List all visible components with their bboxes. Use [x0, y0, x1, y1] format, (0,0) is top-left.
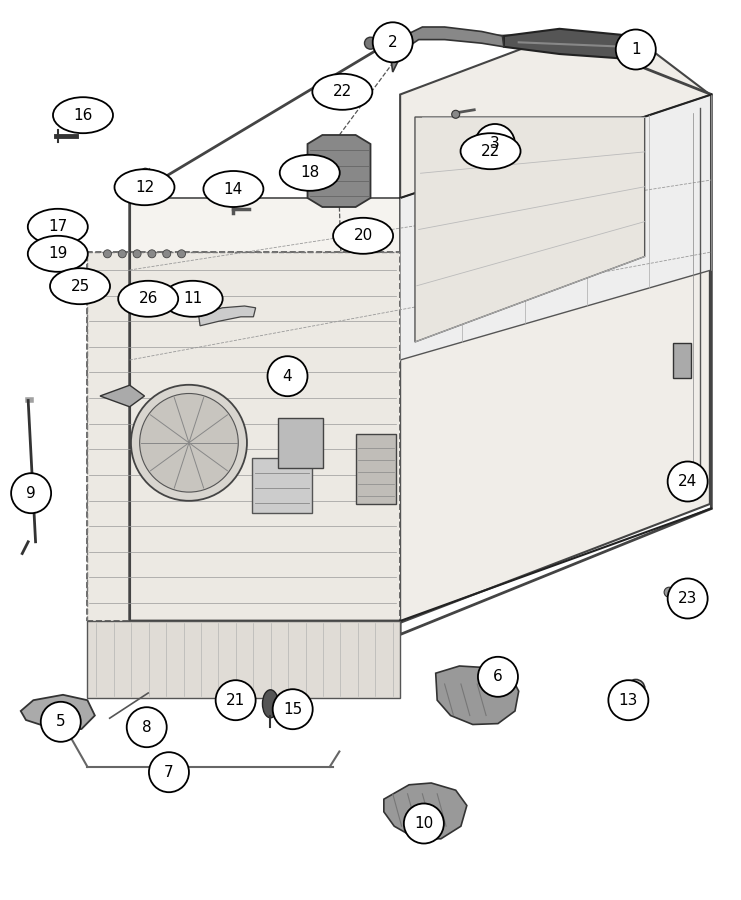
Bar [278, 418, 323, 468]
Circle shape [475, 124, 515, 164]
Text: 10: 10 [414, 816, 433, 831]
Circle shape [376, 47, 387, 58]
Circle shape [148, 250, 156, 257]
Circle shape [163, 250, 170, 257]
Text: 24: 24 [678, 474, 697, 489]
Text: 4: 4 [283, 369, 292, 383]
Polygon shape [87, 621, 400, 698]
Polygon shape [384, 783, 467, 839]
Circle shape [478, 657, 518, 697]
Circle shape [452, 111, 459, 118]
Circle shape [373, 22, 413, 62]
Ellipse shape [61, 271, 75, 291]
Text: 8: 8 [142, 720, 151, 734]
Ellipse shape [225, 683, 238, 706]
Ellipse shape [280, 155, 339, 191]
Ellipse shape [163, 281, 222, 317]
Polygon shape [415, 117, 645, 342]
Circle shape [41, 702, 81, 742]
Text: 5: 5 [56, 715, 65, 729]
Bar [356, 434, 396, 504]
Circle shape [51, 703, 70, 723]
Ellipse shape [28, 236, 87, 272]
Circle shape [668, 462, 708, 501]
Polygon shape [504, 29, 643, 58]
Ellipse shape [333, 218, 393, 254]
Ellipse shape [85, 271, 99, 291]
Text: 15: 15 [283, 702, 302, 716]
Polygon shape [21, 695, 95, 731]
Text: 26: 26 [139, 292, 158, 306]
Polygon shape [308, 135, 370, 207]
Text: 9: 9 [26, 486, 36, 500]
Polygon shape [436, 666, 519, 724]
Ellipse shape [461, 133, 520, 169]
Circle shape [608, 680, 648, 720]
Ellipse shape [115, 169, 174, 205]
Bar [252, 458, 312, 513]
Circle shape [178, 250, 185, 257]
Polygon shape [400, 36, 710, 623]
Polygon shape [100, 385, 144, 407]
Circle shape [365, 37, 376, 50]
Circle shape [104, 250, 111, 257]
Text: 20: 20 [353, 229, 373, 243]
Circle shape [632, 685, 639, 692]
Circle shape [404, 804, 444, 843]
Circle shape [11, 473, 51, 513]
Text: 23: 23 [678, 591, 697, 606]
Circle shape [68, 220, 79, 230]
Ellipse shape [119, 281, 178, 317]
Ellipse shape [50, 268, 110, 304]
Text: 22: 22 [333, 85, 352, 99]
Circle shape [149, 752, 189, 792]
Polygon shape [130, 198, 400, 621]
Text: 18: 18 [300, 166, 319, 180]
Text: 17: 17 [48, 220, 67, 234]
Circle shape [668, 579, 708, 618]
Bar [314, 173, 326, 187]
Circle shape [627, 680, 645, 698]
Circle shape [227, 187, 238, 197]
Ellipse shape [262, 689, 279, 718]
Circle shape [268, 356, 308, 396]
Polygon shape [391, 27, 504, 72]
Text: 22: 22 [481, 144, 500, 158]
Bar [673, 343, 691, 378]
Text: 21: 21 [226, 693, 245, 707]
Ellipse shape [204, 171, 263, 207]
Ellipse shape [313, 74, 372, 110]
Circle shape [119, 250, 126, 257]
Circle shape [143, 292, 149, 298]
Text: 11: 11 [183, 292, 202, 306]
Circle shape [127, 707, 167, 747]
Polygon shape [400, 94, 711, 360]
Ellipse shape [28, 209, 87, 245]
Text: 2: 2 [388, 35, 397, 50]
Circle shape [131, 385, 247, 500]
Circle shape [139, 393, 239, 492]
Text: 7: 7 [165, 765, 173, 779]
Circle shape [44, 243, 57, 257]
Text: 19: 19 [48, 247, 67, 261]
Polygon shape [87, 252, 400, 621]
Circle shape [616, 30, 656, 69]
Text: 12: 12 [135, 180, 154, 194]
Text: 3: 3 [490, 137, 500, 151]
Circle shape [47, 248, 53, 253]
Circle shape [664, 587, 674, 598]
Text: 1: 1 [631, 42, 640, 57]
Text: 6: 6 [493, 670, 503, 684]
Text: 16: 16 [73, 108, 93, 122]
Circle shape [273, 689, 313, 729]
Circle shape [216, 680, 256, 720]
Polygon shape [199, 306, 256, 326]
Text: 14: 14 [224, 182, 243, 196]
Circle shape [139, 288, 153, 302]
Text: 13: 13 [619, 693, 638, 707]
Text: 25: 25 [70, 279, 90, 293]
Circle shape [133, 250, 141, 257]
Circle shape [142, 168, 149, 176]
Ellipse shape [53, 97, 113, 133]
